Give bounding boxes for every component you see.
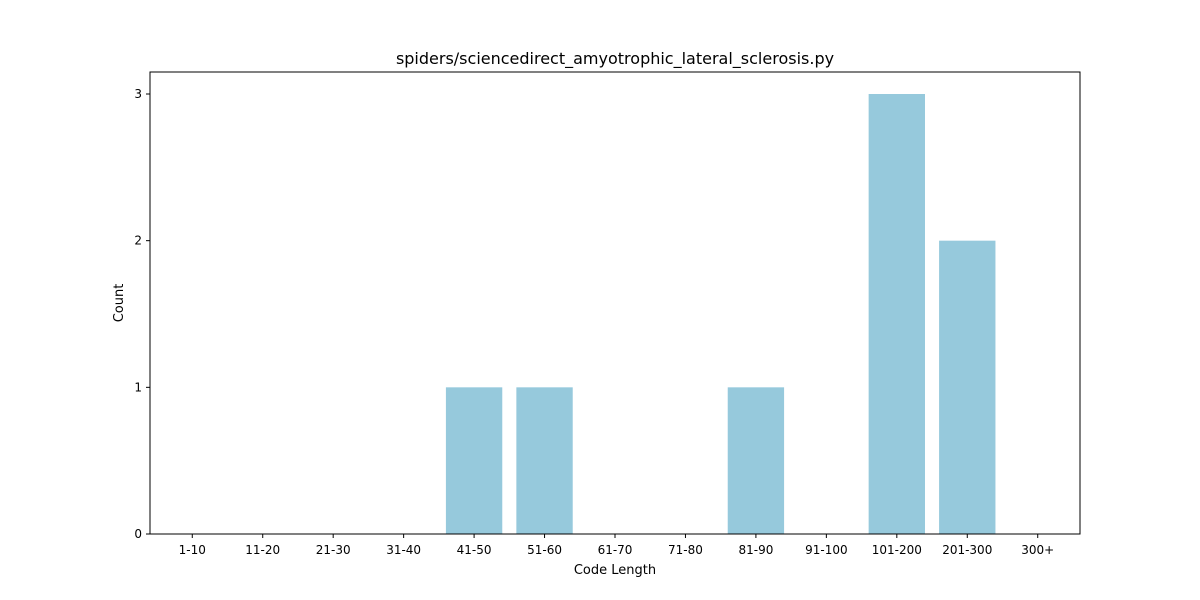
x-tick-label: 21-30 (316, 543, 351, 557)
x-tick-label: 1-10 (179, 543, 206, 557)
x-tick-label: 11-20 (245, 543, 280, 557)
y-tick-label: 2 (134, 234, 142, 248)
bar-51-60 (516, 387, 573, 534)
bar-101-200 (868, 94, 925, 534)
y-tick-label: 0 (134, 527, 142, 541)
x-tick-label: 31-40 (386, 543, 421, 557)
y-axis-label: Count (112, 284, 127, 323)
x-tick-label: 91-100 (805, 543, 848, 557)
bars-group (445, 94, 996, 535)
x-tick-label: 81-90 (738, 543, 773, 557)
chart-title: spiders/sciencedirect_amyotrophic_latera… (396, 49, 834, 69)
x-axis: 1-10 11-20 21-30 31-40 41-50 51-60 61-70 71-80 8… (179, 534, 1054, 557)
x-tick-label: 71-80 (668, 543, 703, 557)
x-tick-label: 101-200 (872, 543, 922, 557)
x-tick-label: 41-50 (457, 543, 492, 557)
y-tick-label: 3 (134, 87, 142, 101)
bar-41-50 (445, 387, 503, 534)
bar-201-300 (939, 240, 996, 535)
x-tick-label: 61-70 (598, 543, 633, 557)
bar-81-90 (727, 387, 785, 534)
x-tick-label: 201-300 (942, 543, 992, 557)
x-axis-label: Code Length (574, 563, 656, 578)
y-tick-label: 1 (134, 380, 142, 394)
y-axis: 0 1 2 3 (134, 87, 150, 541)
x-tick-label: 51-60 (527, 543, 562, 557)
x-tick-label: 300+ (1021, 543, 1054, 557)
